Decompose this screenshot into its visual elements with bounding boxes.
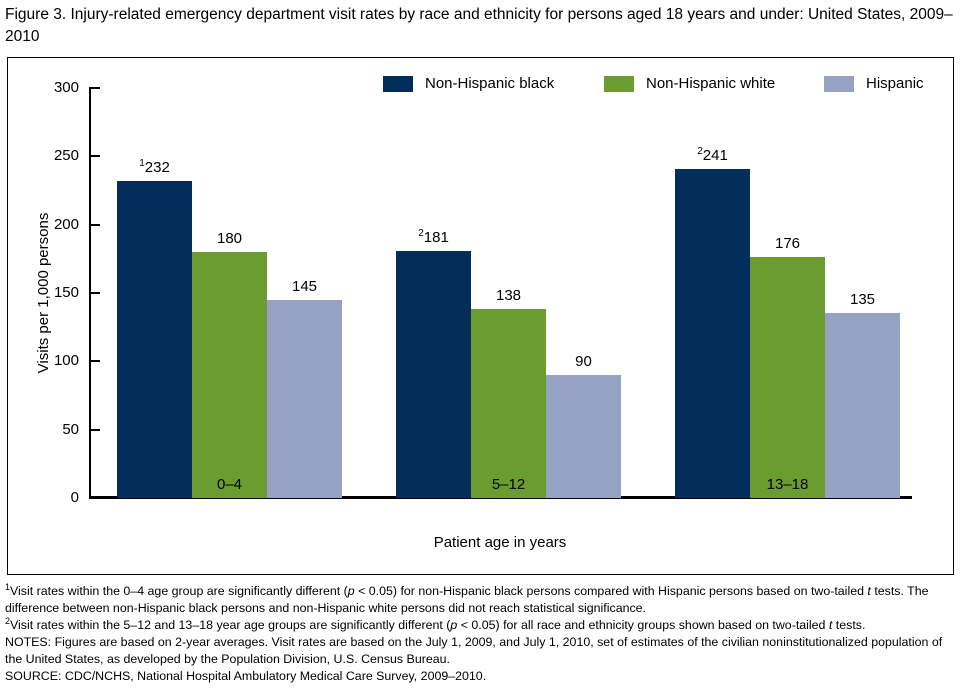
y-tick — [91, 155, 100, 158]
bar-value-label: 138 — [495, 287, 522, 304]
x-category-label: 5–12 — [491, 476, 526, 493]
bar — [546, 375, 621, 498]
bar — [192, 252, 267, 498]
bar — [675, 169, 750, 498]
y-axis-line — [89, 87, 91, 498]
footnote-notes: NOTES: Figures are based on 2-year avera… — [5, 635, 943, 666]
footnote-1: 1Visit rates within the 0–4 age group ar… — [5, 581, 929, 615]
bar-value-label: 2181 — [418, 228, 449, 247]
plot-area: 0 50 100 150 200 250 300 1232 180 145 2181 138 90 224… — [54, 79, 912, 506]
figure-title: Figure 3. Injury-related emergency depar… — [5, 6, 953, 45]
bar-value-label: 2241 — [697, 146, 728, 165]
bar — [471, 309, 546, 498]
y-tick-label: 200 — [53, 215, 79, 233]
y-tick-label: 50 — [62, 420, 79, 438]
y-tick — [91, 292, 100, 294]
x-category-label: 0–4 — [216, 476, 243, 493]
y-tick — [91, 428, 100, 431]
footnote-2: 2Visit rates within the 5–12 and 13–18 y… — [5, 615, 866, 632]
bar — [825, 313, 900, 498]
y-tick — [91, 87, 100, 89]
bar-value-label: 135 — [849, 291, 876, 308]
chart-panel: Non-Hispanic black Non-Hispanic white Hisp… — [7, 57, 954, 575]
y-tick-label: 0 — [70, 489, 79, 506]
bar-value-label: 1232 — [139, 158, 170, 177]
bar — [267, 300, 342, 498]
bar-value-label: 90 — [575, 353, 592, 370]
bar — [750, 257, 825, 498]
footnote-source: SOURCE: CDC/NCHS, National Hospital Ambu… — [5, 669, 487, 683]
bar-value-label: 180 — [216, 230, 243, 247]
bar — [117, 181, 192, 498]
y-tick — [91, 360, 100, 363]
y-tick-label: 300 — [53, 79, 79, 96]
bar-value-label: 145 — [291, 278, 318, 295]
y-tick-label: 150 — [53, 284, 79, 301]
y-tick — [91, 223, 100, 226]
bar — [396, 251, 471, 498]
y-tick-label: 100 — [53, 352, 79, 370]
y-tick-label: 250 — [53, 147, 79, 165]
footnotes: 1Visit rates within the 0–4 age group ar… — [5, 581, 955, 685]
x-axis-title: Patient age in years — [433, 534, 567, 551]
bar-value-label: 176 — [774, 235, 801, 252]
x-category-label: 13–18 — [766, 476, 809, 493]
